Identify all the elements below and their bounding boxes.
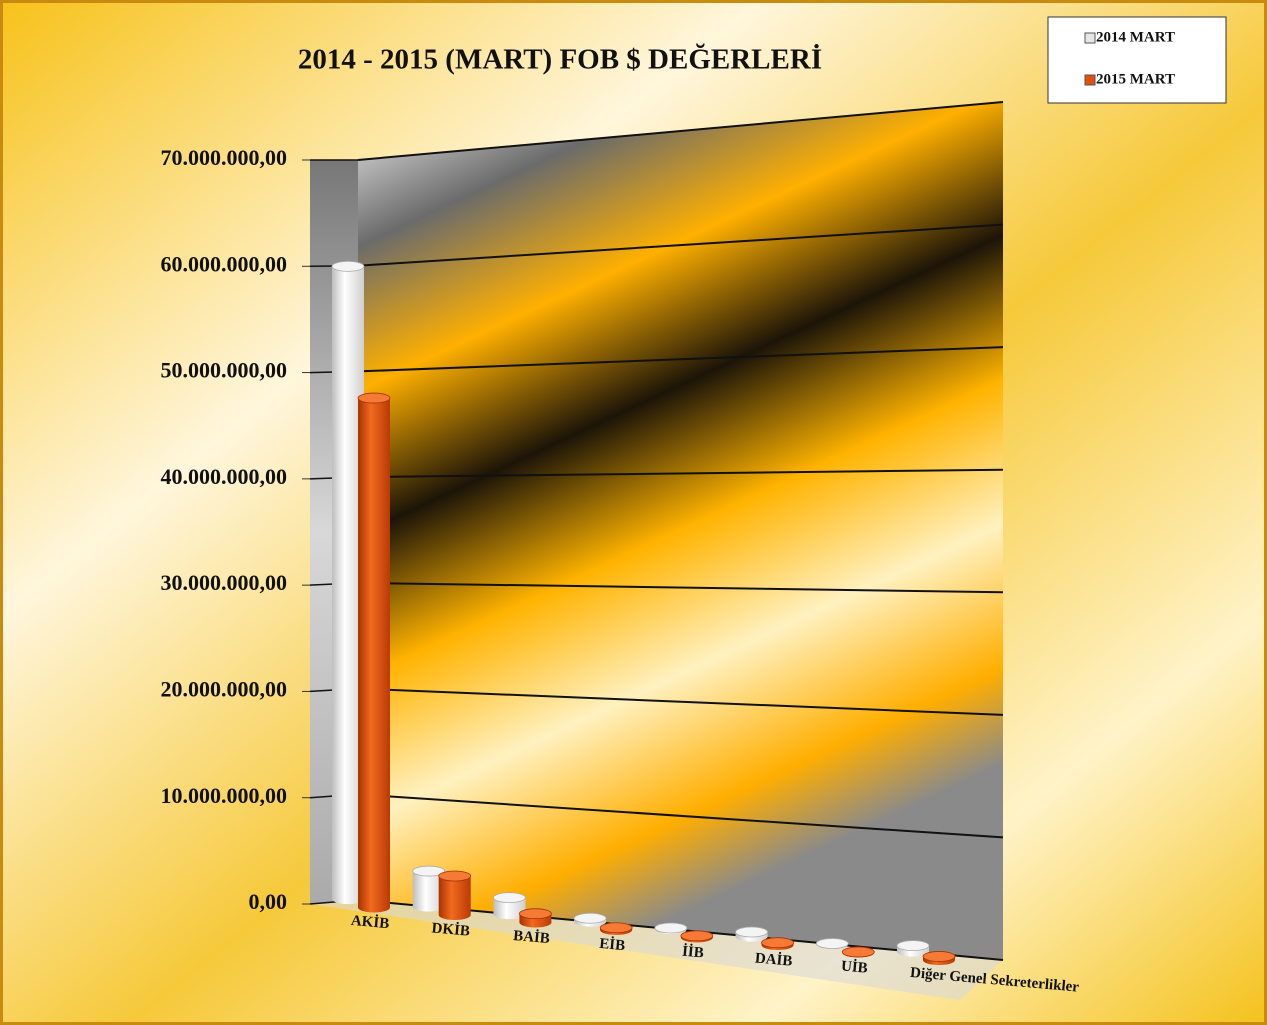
y-tick-label: 10.000.000,00 (161, 783, 288, 808)
legend-swatch (1084, 32, 1096, 44)
grid-line (357, 468, 1004, 479)
bar-cap (815, 938, 849, 949)
bar-cap (680, 930, 714, 942)
legend (1047, 16, 1227, 104)
bar-cap (412, 865, 446, 877)
x-tick-label: DAİB (754, 949, 793, 969)
grid-line (357, 687, 1004, 716)
y-tick-label: 20.000.000,00 (161, 676, 288, 701)
bar-base (412, 901, 445, 912)
bar-base (358, 902, 390, 913)
bar-base (332, 894, 364, 905)
bar-cap (841, 946, 875, 958)
y-tick-label: 40.000.000,00 (161, 464, 288, 489)
grid-line (357, 793, 1004, 839)
grid-line (357, 581, 1004, 594)
x-tick-label: EİB (599, 935, 626, 954)
legend-label: 2014 MART (1096, 29, 1175, 45)
legend-label: 2015 MART (1096, 71, 1175, 87)
chart-title: 2014 - 2015 (MART) FOB $ DEĞERLERİ (298, 43, 822, 76)
bar-cap (896, 940, 930, 952)
grid-line (357, 101, 1004, 161)
x-tick-label: AKİB (350, 912, 390, 932)
bar-cap (357, 392, 391, 404)
grid-line (357, 223, 1004, 267)
bar-cap (438, 870, 472, 882)
bar-cap (761, 937, 794, 949)
x-tick-label: DKİB (431, 919, 471, 939)
y-tick-label: 30.000.000,00 (161, 570, 288, 595)
y-tick-label: 70.000.000,00 (161, 145, 288, 170)
bar-cap (573, 912, 607, 924)
y-tick-label: 50.000.000,00 (161, 358, 288, 383)
y-tick-label: 0,00 (249, 889, 288, 914)
x-tick-label: UİB (840, 957, 868, 976)
x-tick-label: İİB (681, 943, 704, 962)
bar-base (493, 909, 526, 920)
x-tick-label: BAİB (513, 927, 551, 947)
bar-base (438, 909, 471, 920)
bar-cap (735, 926, 768, 938)
bar-cap (493, 892, 526, 904)
bar (358, 398, 390, 908)
back-wall (358, 102, 1003, 960)
grid-line (357, 346, 1004, 373)
floor (310, 900, 1003, 1000)
bar (438, 876, 471, 916)
legend-swatch (1084, 74, 1096, 86)
bar-base (519, 917, 552, 928)
bar-cap (599, 922, 633, 934)
bar-cap (654, 922, 688, 934)
y-tick-label: 60.000.000,00 (161, 251, 288, 276)
bar-cap (519, 908, 552, 920)
bar-cap (922, 951, 956, 962)
bar-cap (331, 260, 365, 272)
